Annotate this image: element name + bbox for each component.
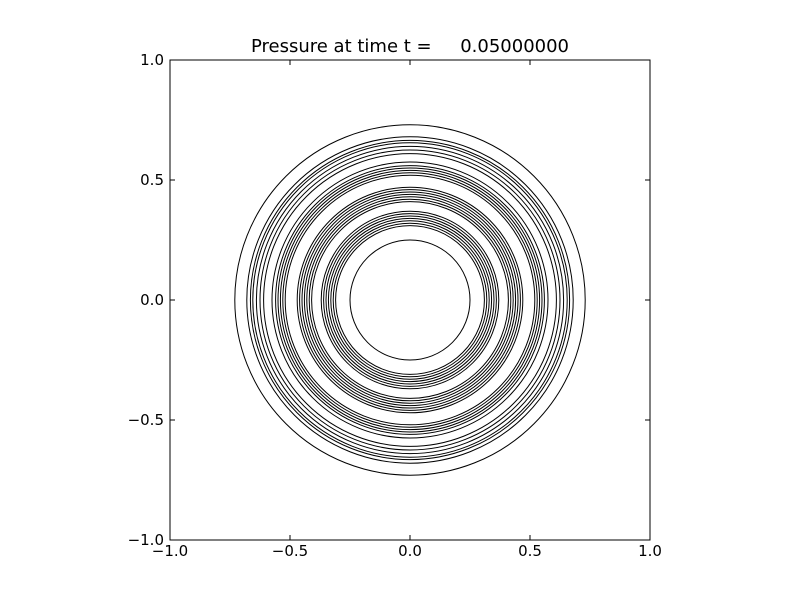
contour-line [299,189,521,411]
contour-line [246,136,574,464]
contour-line [320,210,500,390]
contour-line [279,169,541,431]
x-tick-label: 1.0 [638,542,662,560]
contour-line [335,225,485,375]
x-tick-label: −0.5 [272,542,308,560]
contour-line [282,172,538,428]
contour-line [332,222,488,378]
contour-line [330,220,490,380]
chart-title: Pressure at time t = 0.05000000 [251,36,569,57]
contour-line [275,165,545,435]
contour-line [325,215,495,385]
contour-line [263,153,557,447]
contour-line [308,198,512,402]
x-tick-label: 0.5 [518,542,542,560]
y-tick-label: −0.5 [128,411,164,429]
contour-line [249,139,571,461]
contour-line [327,217,493,383]
y-tick-label: 0.0 [140,291,164,309]
contour-line [284,174,536,426]
contour-line [255,145,565,455]
y-tick-label: 0.5 [140,171,164,189]
contour-line [323,213,497,387]
contour-line [234,124,586,476]
contour-line [311,201,509,399]
contour-line [301,191,519,409]
y-tick-label: −1.0 [128,531,164,549]
contour-line [306,196,514,404]
contour-line [259,149,561,451]
contour-line [252,142,568,458]
contour-line [271,161,549,439]
x-tick-label: −1.0 [152,542,188,560]
x-tick-label: 0.0 [398,542,422,560]
contour-line [349,239,471,361]
y-tick-label: 1.0 [140,51,164,69]
contour-line [277,167,543,433]
contour-line [303,193,517,407]
contour-line [296,186,524,414]
